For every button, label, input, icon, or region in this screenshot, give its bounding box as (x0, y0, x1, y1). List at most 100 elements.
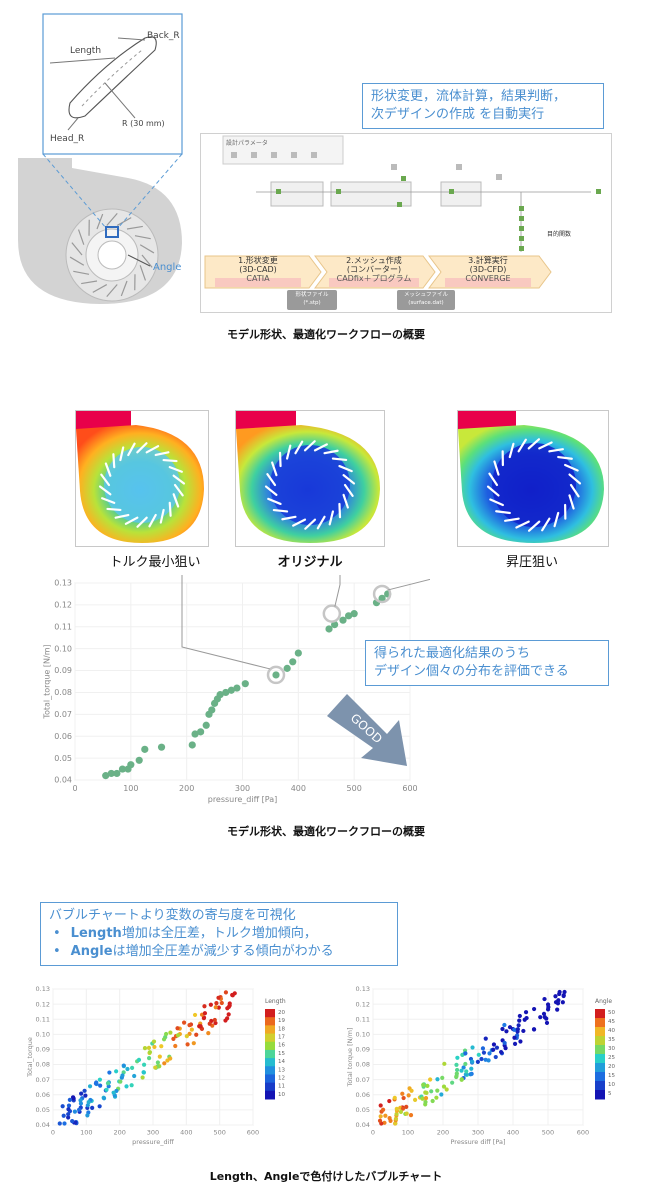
workflow-params-title: 設計パラメータ (226, 139, 268, 147)
bubble-point (168, 1030, 173, 1035)
impeller-blade (162, 458, 178, 463)
x-tick-label: 600 (402, 784, 417, 793)
file-mesh: メッシュファイル (surface.dat) (397, 291, 455, 307)
bubble-point (459, 1077, 464, 1082)
data-point (272, 671, 280, 679)
y-tick-label: 0.12 (36, 1000, 50, 1008)
bubble-point (441, 1084, 447, 1089)
y-tick-label: 0.13 (54, 579, 72, 588)
legend-tick-label: 16 (278, 1043, 285, 1049)
bubble-point (86, 1100, 91, 1105)
step-2-sub: (コンバーター) (346, 265, 402, 274)
file-stp-line1: 形状ファイル (295, 292, 329, 298)
bubble-point (121, 1070, 126, 1075)
impeller-blade (267, 497, 282, 506)
bubble-point (82, 1088, 87, 1093)
x-tick-label: 400 (291, 784, 306, 793)
bubble-point (523, 1010, 529, 1015)
legend-tick-label: 10 (278, 1092, 285, 1098)
bubble-point (425, 1083, 430, 1088)
bubble-point (83, 1093, 88, 1098)
geometry-blade (139, 265, 147, 281)
bubble-point (206, 1031, 211, 1036)
bubble-point (401, 1095, 406, 1101)
bubble-point (66, 1103, 72, 1108)
bubble-point (455, 1067, 460, 1073)
bubble-point (140, 1075, 145, 1080)
step-1-title: 1.形状変更 (238, 256, 278, 265)
bubble-point (78, 1098, 83, 1103)
y-tick-label: 0.06 (356, 1091, 370, 1099)
bubble-point (87, 1084, 93, 1089)
y-axis-label: Total torque [N/m] (346, 1027, 354, 1087)
bubble-point (77, 1107, 82, 1112)
impeller-blade (343, 483, 354, 497)
bubble-point (469, 1066, 474, 1071)
data-point (202, 721, 210, 729)
automation-callout-line2: 次デザインの作成 を自動実行 (371, 107, 545, 122)
data-point (344, 612, 353, 620)
bubble-point (553, 994, 558, 999)
connector-line (181, 575, 271, 670)
bubble-point (125, 1066, 130, 1072)
bubble-point (219, 1000, 224, 1006)
bubble-point (450, 1080, 455, 1085)
bubble-point (522, 1017, 527, 1022)
bubble-point (212, 1017, 217, 1023)
bullet2-strong: Angle (70, 944, 113, 959)
y-tick-label: 0.09 (356, 1046, 370, 1054)
step-3: 3.計算実行 (3D-CFD) CONVERGE (445, 256, 531, 283)
legend-tick-label: 50 (608, 1010, 615, 1016)
x-tick-label: 100 (80, 1129, 92, 1137)
bubble-point (85, 1103, 90, 1108)
workflow-output-node (449, 189, 454, 194)
bubble-point (97, 1077, 103, 1082)
x-tick-label: 300 (147, 1129, 159, 1137)
bubble-point (377, 1118, 383, 1123)
bubble-point (202, 1011, 208, 1016)
x-tick-label: 300 (472, 1129, 484, 1137)
bubble-point (517, 1018, 522, 1023)
impeller-blade (569, 483, 580, 498)
geometry-blade (69, 256, 85, 266)
legend-tick-label: 40 (608, 1028, 615, 1034)
y-tick-label: 0.07 (54, 710, 72, 719)
bubble-point (444, 1087, 449, 1092)
bubble-point (555, 1007, 560, 1012)
bubble-point (404, 1111, 409, 1116)
legend-color-swatch (265, 1017, 275, 1026)
bubble-point (388, 1118, 393, 1123)
bubble-point (129, 1083, 134, 1088)
impeller-blade (100, 473, 111, 487)
y-tick-label: 0.04 (356, 1121, 370, 1129)
impeller-blade (493, 460, 500, 476)
bubble-point (468, 1072, 473, 1077)
geometry-blade (81, 280, 98, 285)
bubble-point (483, 1036, 488, 1041)
bubble-point (502, 1022, 507, 1028)
step-1-tool: CATIA (246, 274, 270, 283)
bubble-point (66, 1107, 71, 1112)
caption-bottom: Length、Angleで色付けしたバブルチャート (209, 1170, 443, 1183)
bubble-point (121, 1063, 126, 1068)
bubble-point (162, 1061, 167, 1066)
legend-color-swatch (595, 1027, 605, 1037)
model-geometry-figure: Length Back_R Head_R R (30 mm) Angle (18, 13, 183, 304)
bubble-point (512, 1035, 517, 1040)
data-point (157, 743, 166, 751)
y-tick-label: 0.09 (36, 1046, 50, 1054)
bubble-point (184, 1034, 189, 1039)
workflow-node (291, 152, 297, 158)
impeller-blade (173, 483, 184, 497)
y-tick-label: 0.11 (356, 1015, 370, 1023)
y-tick-label: 0.08 (54, 688, 72, 697)
data-point (283, 664, 291, 672)
bubble-point (129, 1065, 135, 1070)
bubble-point (97, 1104, 102, 1109)
workflow-node (251, 152, 257, 158)
legend-color-swatch (265, 1049, 275, 1059)
impeller-blade (272, 508, 289, 513)
bubble-point (406, 1093, 411, 1098)
bubble-point (378, 1114, 383, 1119)
bubble-point (463, 1051, 468, 1056)
